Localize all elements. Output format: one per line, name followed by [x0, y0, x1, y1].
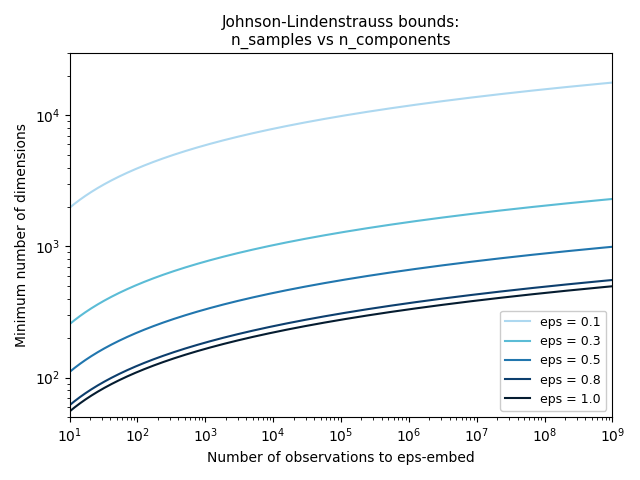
eps = 0.8	[121, 368, 129, 374]
eps = 0.8	[489, 289, 497, 295]
eps = 0.3	[499, 207, 506, 213]
eps = 0.1	[121, 171, 129, 177]
eps = 0.3	[305, 235, 312, 241]
eps = 0.8	[609, 277, 616, 283]
eps = 0.8	[438, 296, 446, 301]
eps = 0.8	[499, 288, 506, 294]
eps = 0.1	[609, 80, 616, 85]
Line: eps = 0.1: eps = 0.1	[70, 83, 612, 208]
eps = 0.1	[438, 98, 446, 104]
Title: Johnson-Lindenstrauss bounds:
n_samples vs n_components: Johnson-Lindenstrauss bounds: n_samples …	[222, 15, 460, 48]
Line: eps = 0.3: eps = 0.3	[70, 199, 612, 324]
eps = 0.3	[121, 287, 129, 293]
Line: eps = 0.5: eps = 0.5	[70, 247, 612, 372]
eps = 1.0	[305, 323, 312, 328]
eps = 0.5	[499, 255, 506, 261]
eps = 1.0	[121, 374, 129, 380]
eps = 0.3	[438, 215, 446, 220]
eps = 0.5	[66, 369, 74, 375]
eps = 0.3	[489, 208, 497, 214]
eps = 0.8	[305, 316, 312, 322]
eps = 0.1	[66, 205, 74, 211]
eps = 0.8	[66, 402, 74, 408]
eps = 0.3	[609, 196, 616, 202]
eps = 0.1	[285, 123, 293, 129]
Y-axis label: Minimum number of dimensions: Minimum number of dimensions	[15, 123, 29, 347]
eps = 0.8	[285, 320, 293, 326]
eps = 1.0	[285, 326, 293, 332]
eps = 0.5	[285, 287, 293, 293]
eps = 0.5	[609, 244, 616, 250]
eps = 0.5	[305, 283, 312, 289]
Line: eps = 1.0: eps = 1.0	[70, 286, 612, 411]
eps = 1.0	[438, 302, 446, 308]
eps = 0.1	[489, 92, 497, 98]
eps = 0.1	[305, 119, 312, 125]
eps = 0.5	[121, 335, 129, 341]
eps = 0.3	[66, 321, 74, 327]
Line: eps = 0.8: eps = 0.8	[70, 280, 612, 405]
eps = 1.0	[66, 408, 74, 414]
Legend: eps = 0.1, eps = 0.3, eps = 0.5, eps = 0.8, eps = 1.0: eps = 0.1, eps = 0.3, eps = 0.5, eps = 0…	[500, 311, 606, 411]
eps = 1.0	[499, 295, 506, 300]
eps = 0.5	[489, 256, 497, 262]
eps = 0.3	[285, 239, 293, 245]
eps = 0.5	[438, 263, 446, 268]
eps = 1.0	[489, 296, 497, 301]
eps = 1.0	[609, 283, 616, 289]
X-axis label: Number of observations to eps-embed: Number of observations to eps-embed	[207, 451, 475, 465]
eps = 0.1	[499, 91, 506, 97]
